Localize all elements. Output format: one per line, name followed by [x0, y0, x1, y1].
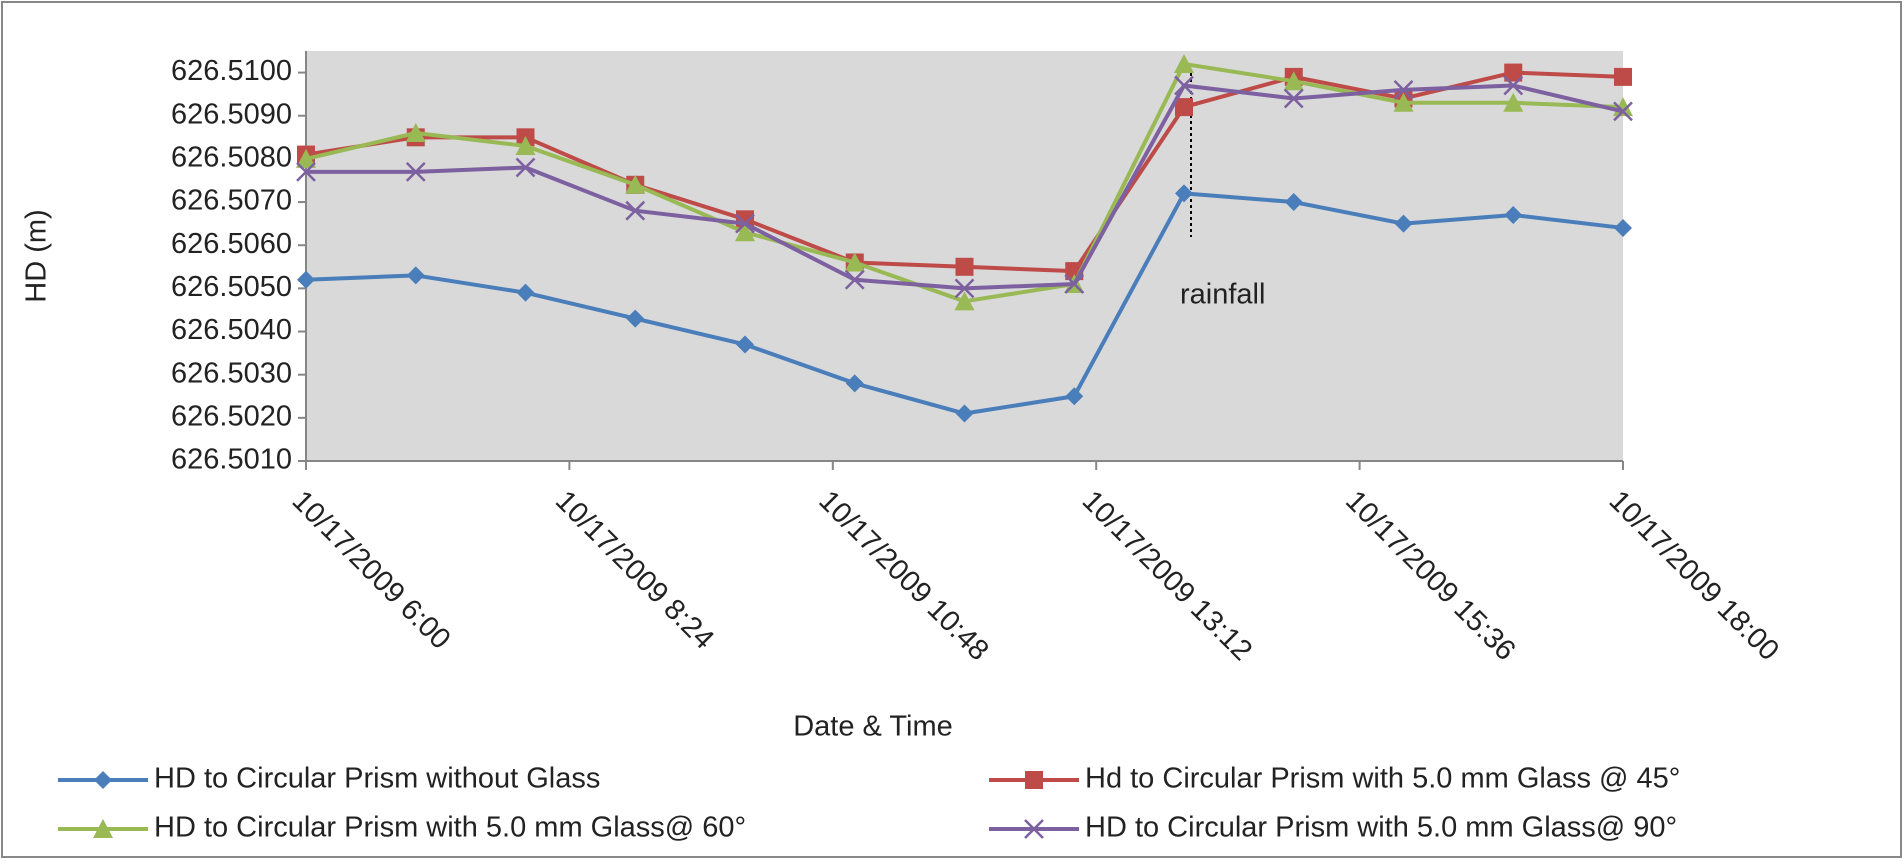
marker: [1503, 92, 1524, 112]
y-axis-title: HD (m): [21, 209, 53, 302]
marker: [1504, 206, 1523, 224]
marker: [1283, 71, 1304, 91]
marker: [625, 174, 646, 194]
y-tick-label: 626.5030: [171, 357, 292, 389]
legend-item: HD to Circular Prism without Glass: [58, 763, 600, 795]
marker: [735, 213, 755, 234]
marker: [844, 269, 865, 290]
marker: [845, 374, 864, 393]
legend-label: HD to Circular Prism without Glass: [154, 763, 600, 795]
marker: [1284, 193, 1303, 212]
legend-item: HD to Circular Prism with 5.0 mm Glass@ …: [58, 812, 746, 844]
marker: [405, 161, 426, 182]
legend-item: HD to Circular Prism with 5.0 mm Glass@ …: [989, 812, 1677, 844]
y-tick-label: 626.5080: [171, 142, 292, 174]
marker: [1174, 75, 1194, 96]
marker: [1175, 184, 1193, 203]
marker: [1064, 274, 1085, 294]
marker: [736, 335, 754, 354]
marker: [735, 222, 755, 242]
marker: [296, 161, 316, 182]
marker: [1394, 214, 1413, 233]
marker: [625, 200, 646, 221]
marker: [515, 157, 536, 178]
marker: [1613, 101, 1633, 122]
y-tick-label: 626.5050: [171, 271, 292, 303]
y-tick-label: 626.5090: [171, 98, 292, 130]
legend-label: Hd to Circular Prism with 5.0 mm Glass @…: [1085, 763, 1680, 795]
marker: [406, 266, 425, 285]
marker: [1614, 67, 1632, 86]
marker: [515, 135, 536, 155]
marker: [955, 404, 974, 423]
marker: [1175, 98, 1193, 117]
legend-item: Hd to Circular Prism with 5.0 mm Glass @…: [989, 763, 1680, 795]
marker: [626, 309, 645, 328]
legend-label: HD to Circular Prism with 5.0 mm Glass@ …: [154, 812, 746, 844]
marker: [1393, 92, 1414, 112]
marker: [1614, 218, 1632, 237]
marker: [955, 257, 974, 276]
marker: [954, 291, 975, 311]
marker: [516, 283, 535, 302]
y-tick-label: 626.5060: [171, 228, 292, 260]
marker: [954, 278, 975, 299]
legend-marker: [1024, 819, 1044, 839]
y-tick-label: 626.5100: [171, 55, 292, 87]
y-tick-label: 626.5070: [171, 185, 292, 217]
y-tick-label: 626.5020: [171, 400, 292, 432]
marker: [844, 252, 865, 272]
marker: [1065, 387, 1084, 406]
y-tick-label: 626.5040: [171, 314, 292, 346]
marker: [1393, 79, 1414, 100]
legend-label: HD to Circular Prism with 5.0 mm Glass@ …: [1085, 812, 1677, 844]
plot-area: [306, 51, 1623, 461]
legend-marker: [94, 771, 112, 789]
legend-marker: [93, 819, 113, 838]
marker: [1504, 63, 1523, 82]
marker: [297, 270, 315, 289]
marker: [1503, 75, 1524, 96]
marker: [296, 148, 316, 168]
marker: [1174, 53, 1194, 73]
annotation: rainfall: [1180, 279, 1265, 311]
legend-marker: [1025, 771, 1043, 789]
y-tick-label: 626.5010: [171, 444, 292, 476]
marker: [1283, 88, 1304, 109]
marker: [405, 123, 426, 142]
x-axis-title: Date & Time: [793, 711, 953, 743]
